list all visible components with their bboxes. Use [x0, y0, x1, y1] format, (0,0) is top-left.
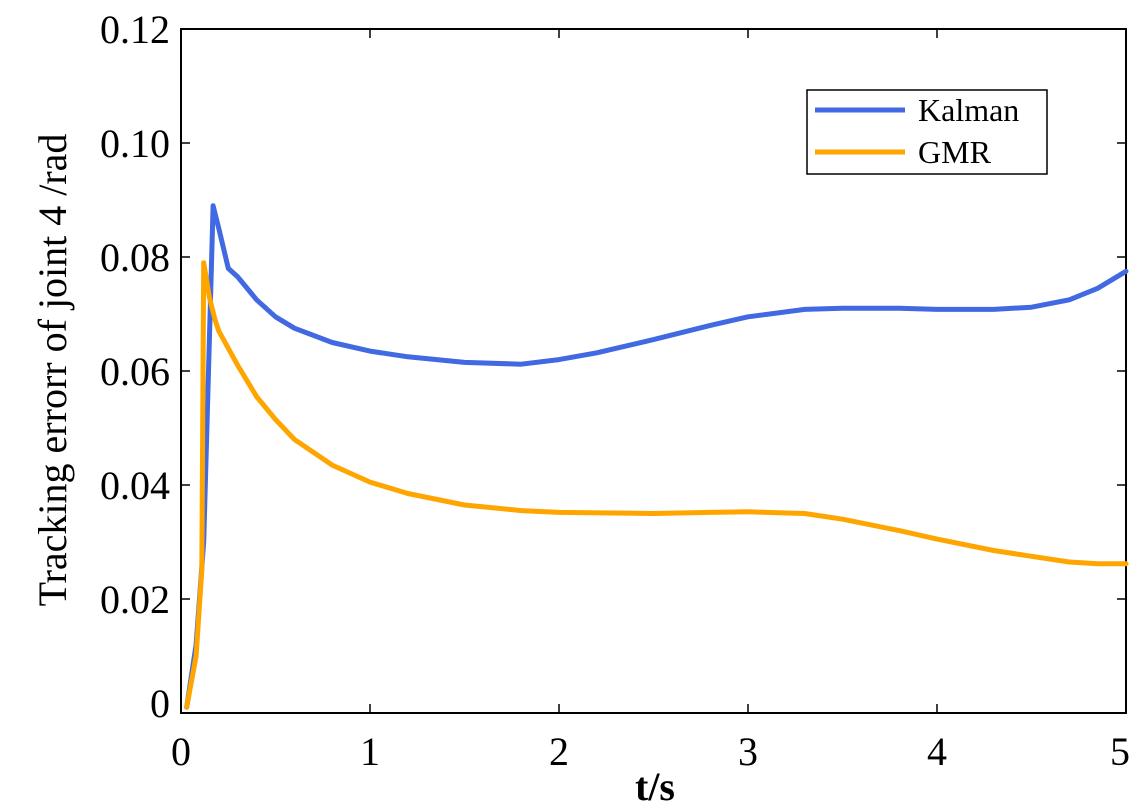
y-tick-label: 0.12 — [100, 7, 170, 52]
legend: Kalman GMR — [806, 89, 1048, 175]
y-tick-label: 0.04 — [100, 463, 170, 508]
y-tick-label: 0.06 — [100, 349, 170, 394]
y-ticks: 0 0.02 0.04 0.06 0.08 0.10 0.12 — [100, 7, 1126, 726]
y-axis-label: Tracking errorr of joint 4 /rad — [30, 134, 75, 607]
x-tick-label: 2 — [549, 729, 569, 774]
x-ticks: 0 1 2 3 4 5 — [171, 29, 1130, 774]
y-tick-label: 0.02 — [100, 577, 170, 622]
series-line-gmr — [184, 260, 1129, 710]
x-tick-label: 0 — [171, 729, 191, 774]
legend-box — [806, 89, 1048, 175]
x-tick-label: 3 — [738, 729, 758, 774]
x-tick-label: 1 — [360, 729, 380, 774]
x-axis-label: t/s — [635, 764, 675, 809]
series-line-kalman — [184, 203, 1129, 710]
legend-label-gmr: GMR — [918, 134, 992, 170]
y-tick-label: 0.08 — [100, 235, 170, 280]
y-tick-label: 0 — [150, 681, 170, 726]
series-layer — [184, 203, 1129, 710]
x-tick-label: 4 — [927, 729, 947, 774]
y-tick-label: 0.10 — [100, 121, 170, 166]
legend-label-kalman: Kalman — [918, 92, 1019, 128]
x-tick-label: 5 — [1110, 729, 1130, 774]
